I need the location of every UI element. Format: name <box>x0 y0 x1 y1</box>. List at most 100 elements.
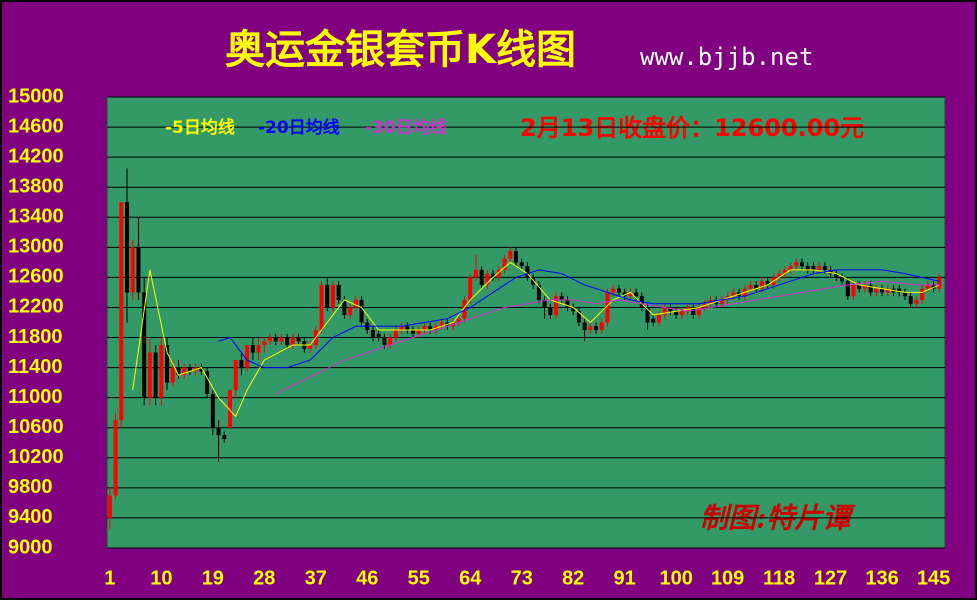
y-tick-label: 9800 <box>8 476 53 498</box>
candle-body <box>674 311 679 315</box>
y-tick-label: 9000 <box>8 536 53 558</box>
candle-body <box>119 202 124 421</box>
candle-body <box>147 352 152 398</box>
candle-body <box>142 292 147 398</box>
candle-body <box>599 322 604 331</box>
candle-body <box>370 330 375 338</box>
candle-body <box>588 326 593 331</box>
candle-body <box>594 326 599 331</box>
candle-body <box>125 202 130 293</box>
candle-body <box>679 311 684 315</box>
candle-body <box>130 247 135 293</box>
y-tick-label: 14200 <box>8 145 64 167</box>
candle-body <box>165 345 170 383</box>
candle-body <box>582 322 587 331</box>
candle-body <box>519 262 524 267</box>
candle-body <box>330 284 335 308</box>
candle-body <box>525 266 530 278</box>
candle-body <box>376 333 381 338</box>
candle-body <box>536 284 541 300</box>
candle-body <box>336 284 341 300</box>
x-tick-label: 118 <box>763 567 795 589</box>
candle-body <box>513 251 518 263</box>
candle-body <box>668 307 673 312</box>
candle-body <box>874 288 879 293</box>
legend-label: -20日均线 <box>258 117 340 138</box>
candle-body <box>662 307 667 315</box>
y-tick-label: 10200 <box>8 446 64 468</box>
candle-body <box>210 393 215 428</box>
candle-body <box>159 345 164 398</box>
candle-body <box>885 288 890 293</box>
x-tick-label: 109 <box>711 567 744 589</box>
candle-body <box>868 284 873 293</box>
y-tick-label: 13400 <box>8 206 64 228</box>
candle-body <box>239 360 244 368</box>
candle-body <box>308 345 313 349</box>
candle-body <box>256 345 261 353</box>
candle-body <box>319 284 324 331</box>
legend-label: -30日均线 <box>365 117 447 138</box>
candle-body <box>811 266 816 270</box>
candle-body <box>508 251 513 259</box>
candle-body <box>697 307 702 315</box>
candle-body <box>840 277 845 282</box>
candle-body <box>559 296 564 300</box>
candle-body <box>925 284 930 289</box>
candle-body <box>411 330 416 334</box>
candle-body <box>634 292 639 297</box>
candle-body <box>548 307 553 315</box>
candle-body <box>496 269 501 278</box>
x-tick-label: 82 <box>562 567 584 589</box>
candle-body <box>348 307 353 315</box>
candle-body <box>273 337 278 342</box>
candle-body <box>914 299 919 304</box>
candle-body <box>485 273 490 285</box>
plot-area <box>106 96 946 549</box>
candle-body <box>908 296 913 304</box>
candle-body <box>468 277 473 300</box>
candle-body <box>862 284 867 289</box>
candle-body <box>187 367 192 372</box>
x-tick-label: 127 <box>814 567 847 589</box>
x-tick-label: 28 <box>253 567 275 589</box>
candle-body <box>353 299 358 308</box>
candle-body <box>931 284 936 289</box>
candle-body <box>794 262 799 267</box>
candle-body <box>382 337 387 346</box>
candle-body <box>937 277 942 289</box>
x-tick-label: 10 <box>150 567 172 589</box>
candle-body <box>920 288 925 300</box>
y-tick-label: 14600 <box>8 115 64 137</box>
candle-body <box>170 367 175 383</box>
candle-body <box>845 281 850 297</box>
candle-body <box>227 390 232 428</box>
ma-line <box>132 261 940 418</box>
candle-body <box>342 299 347 315</box>
candle-body <box>731 292 736 297</box>
x-tick-label: 1 <box>104 567 115 589</box>
candle-body <box>388 337 393 346</box>
candle-body <box>691 307 696 315</box>
candle-body <box>359 299 364 323</box>
candle-body <box>645 307 650 323</box>
candle-body <box>250 345 255 353</box>
candle-body <box>759 281 764 289</box>
y-tick-label: 11000 <box>8 386 63 408</box>
candle-body <box>897 288 902 293</box>
candle-body <box>656 314 661 323</box>
candle-body <box>828 269 833 274</box>
x-tick-label: 46 <box>356 567 378 589</box>
candle-body <box>268 337 273 342</box>
candle-body <box>296 337 301 342</box>
y-tick-label: 13800 <box>8 175 64 197</box>
candle-body <box>605 292 610 323</box>
candle-body <box>222 435 227 440</box>
candle-body <box>880 288 885 293</box>
candle-body <box>719 299 724 304</box>
candle-body <box>416 330 421 334</box>
candle-body <box>754 284 759 289</box>
candle-body <box>456 318 461 323</box>
candle-body <box>199 367 204 372</box>
